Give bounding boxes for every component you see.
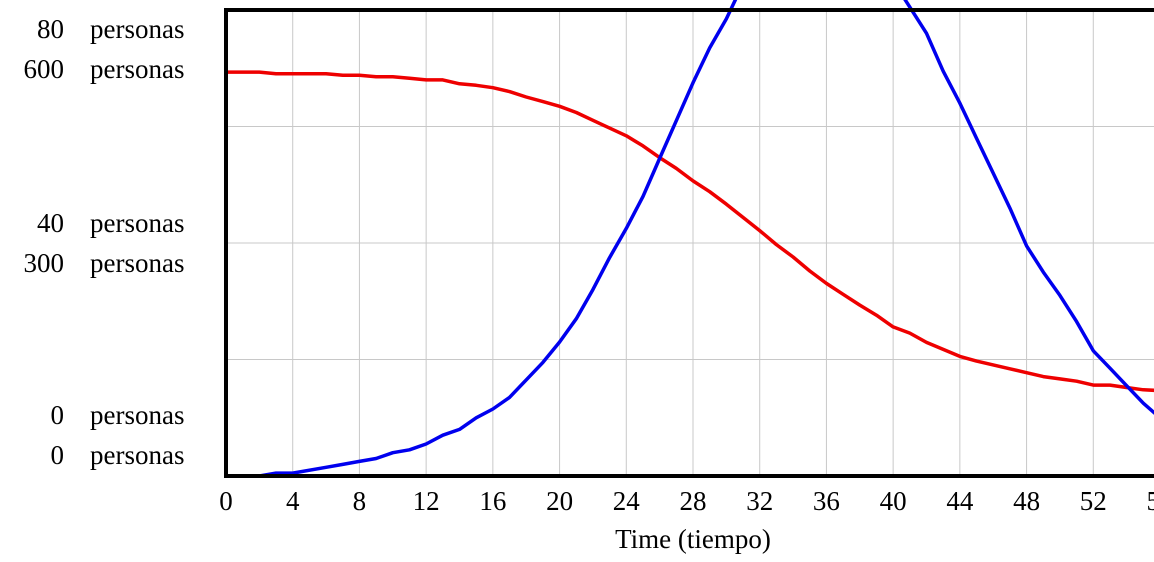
y-tick-value: 0 bbox=[51, 440, 65, 470]
x-tick-label: 12 bbox=[413, 486, 440, 516]
x-tick-labels: 048121620242832364044485256 bbox=[219, 486, 1154, 516]
y-tick-value: 300 bbox=[24, 248, 65, 278]
series-line-1 bbox=[226, 0, 1154, 478]
x-tick-label: 24 bbox=[613, 486, 641, 516]
x-tick-label: 36 bbox=[813, 486, 840, 516]
x-tick-label: 48 bbox=[1013, 486, 1040, 516]
x-tick-label: 8 bbox=[353, 486, 367, 516]
y-tick-labels: 80 personas 600 personas 40 personas 300 person… bbox=[24, 14, 185, 470]
series-line-0 bbox=[226, 70, 1154, 393]
x-axis-label: Time (tiempo) bbox=[615, 524, 771, 554]
plot-frame bbox=[224, 8, 1154, 478]
y-tick-value: 600 bbox=[24, 54, 65, 84]
x-tick-label: 44 bbox=[946, 486, 974, 516]
y-tick-unit: personas bbox=[90, 208, 184, 238]
x-tick-label: 40 bbox=[880, 486, 907, 516]
series-lines bbox=[226, 0, 1154, 478]
y-tick-unit: personas bbox=[90, 14, 184, 44]
x-tick-label: 16 bbox=[479, 486, 506, 516]
y-tick-value: 40 bbox=[37, 208, 64, 238]
y-tick-unit: personas bbox=[90, 400, 184, 430]
y-tick-unit: personas bbox=[90, 440, 184, 470]
x-tick-label: 0 bbox=[219, 486, 233, 516]
x-tick-label: 28 bbox=[680, 486, 707, 516]
y-tick-value: 0 bbox=[51, 400, 65, 430]
y-tick-value: 80 bbox=[37, 14, 64, 44]
y-tick-unit: personas bbox=[90, 248, 184, 278]
x-tick-label: 56 bbox=[1147, 486, 1154, 516]
x-tick-label: 32 bbox=[746, 486, 773, 516]
y-tick-unit: personas bbox=[90, 54, 184, 84]
x-tick-label: 20 bbox=[546, 486, 573, 516]
x-tick-label: 4 bbox=[286, 486, 300, 516]
x-tick-label: 52 bbox=[1080, 486, 1107, 516]
grid-lines bbox=[226, 10, 1154, 476]
